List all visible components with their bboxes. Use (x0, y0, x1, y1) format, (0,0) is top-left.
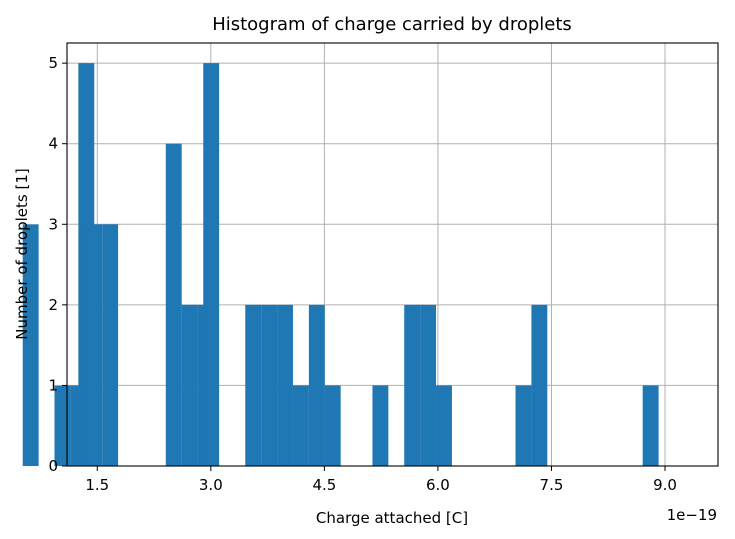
y-tick-label: 5 (48, 54, 58, 72)
histogram-bar (324, 385, 341, 466)
histogram-bar (436, 385, 452, 466)
histogram-bar (642, 385, 659, 466)
plot-area (67, 43, 718, 466)
histogram-bar (102, 224, 119, 466)
x-axis-offset-text: 1e−19 (667, 506, 717, 524)
histogram-bar (531, 304, 548, 466)
histogram-bar (277, 304, 293, 466)
histogram-bar (308, 304, 325, 466)
histogram-bar (404, 304, 421, 466)
y-tick-label: 0 (48, 457, 58, 475)
x-tick-label: 1.5 (85, 476, 109, 494)
histogram-bar (245, 304, 262, 466)
x-tick-label: 7.5 (540, 476, 564, 494)
x-tick-label: 3.0 (199, 476, 223, 494)
histogram-bar (165, 143, 182, 466)
y-axis-label: Number of droplets [1] (13, 168, 31, 339)
x-tick-label: 6.0 (426, 476, 450, 494)
histogram-bars (22, 63, 659, 467)
x-tick-label: 9.0 (653, 476, 677, 494)
histogram-bar (203, 63, 220, 467)
x-axis-ticks: 1.5 3.0 4.5 6.0 7.5 9.0 (85, 466, 677, 494)
y-tick-label: 2 (48, 296, 58, 314)
y-axis-ticks: 0 1 2 3 4 5 (48, 54, 67, 475)
y-tick-label: 4 (48, 135, 58, 153)
x-axis-label: Charge attached [C] (316, 509, 468, 527)
histogram-bar (181, 304, 198, 466)
plot-frame (66, 42, 719, 467)
histogram-bar (22, 224, 39, 466)
histogram-bar (54, 385, 71, 466)
histogram-bar (261, 304, 278, 466)
x-tick-label: 4.5 (312, 476, 336, 494)
histogram-bar (515, 385, 532, 466)
histogram-bar (420, 304, 437, 466)
histogram-bar (292, 385, 309, 466)
chart-title: Histogram of charge carried by droplets (212, 14, 572, 35)
y-tick-label: 3 (48, 215, 58, 233)
histogram-bar (86, 224, 103, 466)
histogram-bar (372, 385, 389, 466)
y-tick-label: 1 (48, 376, 58, 394)
